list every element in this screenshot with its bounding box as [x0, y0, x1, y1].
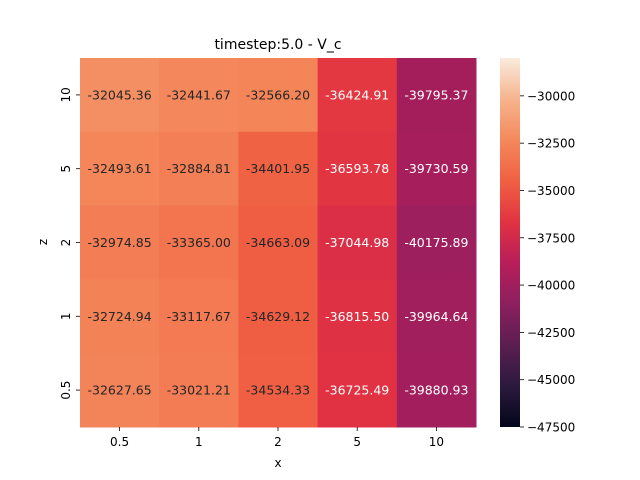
- heatmap-cell: [317, 131, 398, 207]
- colorbar-tick-label: −30000: [527, 89, 575, 103]
- cell-value-label: -32045.36: [88, 87, 152, 102]
- colorbar-tick-label: −40000: [527, 279, 575, 293]
- cell-value-label: -32627.65: [88, 383, 152, 398]
- y-tick-label: 1: [59, 312, 73, 320]
- colorbar-tick-label: −32500: [527, 137, 575, 151]
- heatmap-cell: [159, 205, 239, 280]
- heatmap-cell: [159, 279, 239, 354]
- heatmap-cell: [396, 205, 477, 280]
- y-axis-label: z: [36, 239, 50, 245]
- heatmap-cell: [238, 131, 319, 207]
- y-tick-label: 2: [59, 239, 73, 247]
- heatmap-cell: [238, 205, 319, 280]
- y-tick-label: 0.5: [59, 381, 73, 400]
- heatmap-cells: [80, 58, 477, 428]
- heatmap-cell: [80, 279, 160, 354]
- heatmap-cell: [396, 58, 477, 133]
- colorbar-tick-label: −47500: [527, 421, 575, 435]
- heatmap-cell: [80, 58, 160, 133]
- cell-value-labels: -32045.36 -32441.67 -32566.20 -36424.91 -397…: [88, 87, 469, 397]
- cell-value-label: -37044.98: [325, 235, 389, 250]
- heatmap-cell: [238, 58, 319, 133]
- heatmap-cell: [238, 279, 319, 354]
- cell-value-label: -39795.37: [404, 87, 468, 102]
- x-axis: 0.5 1 2 5 10: [110, 427, 444, 449]
- y-tick-label: 10: [59, 87, 73, 102]
- cell-value-label: -39964.64: [404, 309, 468, 324]
- x-tick-label: 5: [353, 435, 361, 449]
- cell-value-label: -32974.85: [88, 235, 152, 250]
- cell-value-label: -39880.93: [404, 383, 468, 398]
- cell-value-label: -33365.00: [167, 235, 231, 250]
- heatmap-cell: [396, 279, 477, 354]
- heatmap-cell: [317, 353, 398, 428]
- cell-value-label: -32724.94: [88, 309, 152, 324]
- cell-value-label: -34401.95: [246, 161, 310, 176]
- cell-value-label: -34663.09: [246, 235, 310, 250]
- cell-value-label: -36815.50: [325, 309, 389, 324]
- heatmap-cell: [238, 353, 319, 428]
- x-tick-label: 2: [274, 435, 282, 449]
- heatmap-cell: [396, 131, 477, 207]
- x-axis-label: x: [274, 456, 281, 470]
- cell-value-label: -32493.61: [88, 161, 152, 176]
- colorbar: [500, 58, 520, 427]
- heatmap-cell: [80, 131, 160, 207]
- cell-value-label: -36593.78: [325, 161, 389, 176]
- cell-value-label: -32566.20: [246, 87, 310, 102]
- colorbar-tick-label: −35000: [527, 184, 575, 198]
- heatmap-cell: [317, 58, 398, 133]
- cell-value-label: -33117.67: [167, 309, 231, 324]
- colorbar-tick-label: −45000: [527, 373, 575, 387]
- heatmap-cell: [80, 205, 160, 280]
- cell-value-label: -32884.81: [167, 161, 231, 176]
- cell-value-label: -36725.49: [325, 383, 389, 398]
- heatmap-cell: [159, 353, 239, 428]
- x-tick-label: 0.5: [110, 435, 129, 449]
- cell-value-label: -40175.89: [404, 235, 468, 250]
- heatmap-cell: [80, 353, 160, 428]
- colorbar-axis: −30000 −32500 −35000 −37500 −40000 −42500 −450…: [520, 89, 575, 435]
- heatmap-cell: [159, 131, 239, 207]
- chart-title: timestep:5.0 - V_c: [214, 37, 341, 53]
- cell-value-label: -34534.33: [246, 383, 310, 398]
- x-tick-label: 1: [195, 435, 203, 449]
- x-tick-label: 10: [429, 435, 444, 449]
- colorbar-tick-label: −42500: [527, 326, 575, 340]
- cell-value-label: -34629.12: [246, 309, 310, 324]
- cell-value-label: -33021.21: [167, 383, 231, 398]
- cell-value-label: -39730.59: [404, 161, 468, 176]
- cell-value-label: -36424.91: [325, 87, 389, 102]
- heatmap-cell: [396, 353, 477, 428]
- heatmap-cell: [317, 205, 398, 280]
- y-axis: 10 5 2 1 0.5: [59, 87, 80, 400]
- colorbar-tick-label: −37500: [527, 231, 575, 245]
- cell-value-label: -32441.67: [167, 87, 231, 102]
- y-tick-label: 5: [59, 165, 73, 173]
- heatmap-cell: [159, 58, 239, 133]
- heatmap-cell: [317, 279, 398, 354]
